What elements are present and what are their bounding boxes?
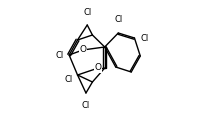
Text: Cl: Cl [81, 101, 90, 110]
Text: Cl: Cl [83, 8, 91, 17]
Text: Cl: Cl [55, 50, 64, 60]
Text: O: O [94, 63, 101, 73]
Text: Cl: Cl [64, 76, 72, 85]
Text: O: O [79, 46, 86, 54]
Text: Cl: Cl [114, 15, 122, 24]
Text: Cl: Cl [140, 34, 148, 43]
